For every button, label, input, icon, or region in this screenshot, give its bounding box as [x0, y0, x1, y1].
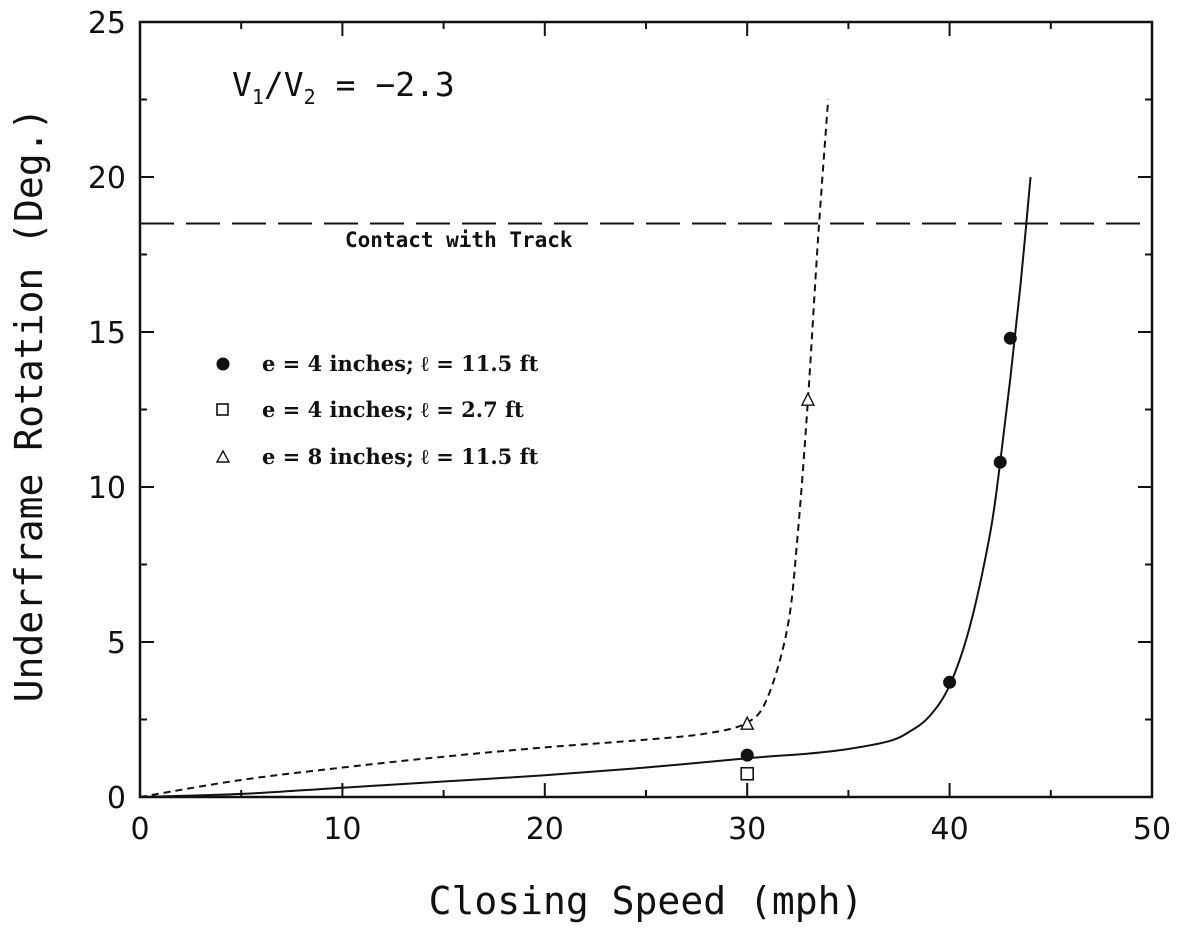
- y-tick-label: 5: [107, 626, 126, 661]
- data-point-filled-circle: [740, 748, 754, 762]
- legend: e = 4 inches; ℓ = 11.5 ft e = 4 inches; …: [215, 351, 539, 469]
- data-point-filled-circle: [1003, 331, 1017, 345]
- legend-label-2: e = 4 inches; ℓ = 2.7 ft: [262, 397, 524, 422]
- data-point-open-square: [740, 766, 755, 781]
- ratio-sub2: 2: [304, 85, 316, 109]
- y-tick-label: 25: [88, 6, 126, 41]
- ratio-main: V: [232, 65, 252, 104]
- ticks-group: 0 10 20 30 40 50 0 5 10 15 20 25: [88, 6, 1171, 847]
- data-point-filled-circle: [943, 675, 957, 689]
- curve-solid: [139, 176, 1032, 798]
- ratio-slash: /V: [264, 65, 304, 104]
- legend-marker-filled-circle: [216, 357, 230, 371]
- ratio-annotation: V1/V2 = −2.3: [232, 65, 455, 109]
- x-tick-label: 30: [728, 812, 766, 847]
- x-tick-label: 20: [526, 812, 564, 847]
- legend-label-1: e = 4 inches; ℓ = 11.5 ft: [262, 351, 539, 376]
- y-axis-title: Underframe Rotation (Deg.): [7, 108, 51, 703]
- data-point-open-triangle: [740, 715, 755, 730]
- ratio-value: = −2.3: [316, 65, 455, 104]
- threshold-label: Contact with Track: [345, 228, 573, 252]
- x-axis-title: Closing Speed (mph): [429, 879, 864, 923]
- y-tick-label: 10: [88, 471, 126, 506]
- y-tick-label: 0: [107, 781, 126, 816]
- x-tick-label: 40: [931, 812, 969, 847]
- curves-group: [139, 99, 1032, 798]
- ratio-sub1: 1: [252, 85, 264, 109]
- x-tick-label: 0: [130, 812, 149, 847]
- legend-label-3: e = 8 inches; ℓ = 11.5 ft: [262, 444, 539, 469]
- legend-marker-open-triangle: [215, 449, 231, 463]
- curve-dashed: [139, 99, 830, 798]
- markers-group: [740, 331, 1017, 781]
- data-point-filled-circle: [993, 455, 1007, 469]
- y-tick-label: 20: [88, 161, 126, 196]
- x-tick-label: 50: [1133, 812, 1171, 847]
- legend-marker-open-square: [216, 403, 229, 416]
- data-point-open-triangle: [800, 391, 816, 406]
- x-tick-label: 10: [323, 812, 361, 847]
- y-tick-label: 15: [88, 316, 126, 351]
